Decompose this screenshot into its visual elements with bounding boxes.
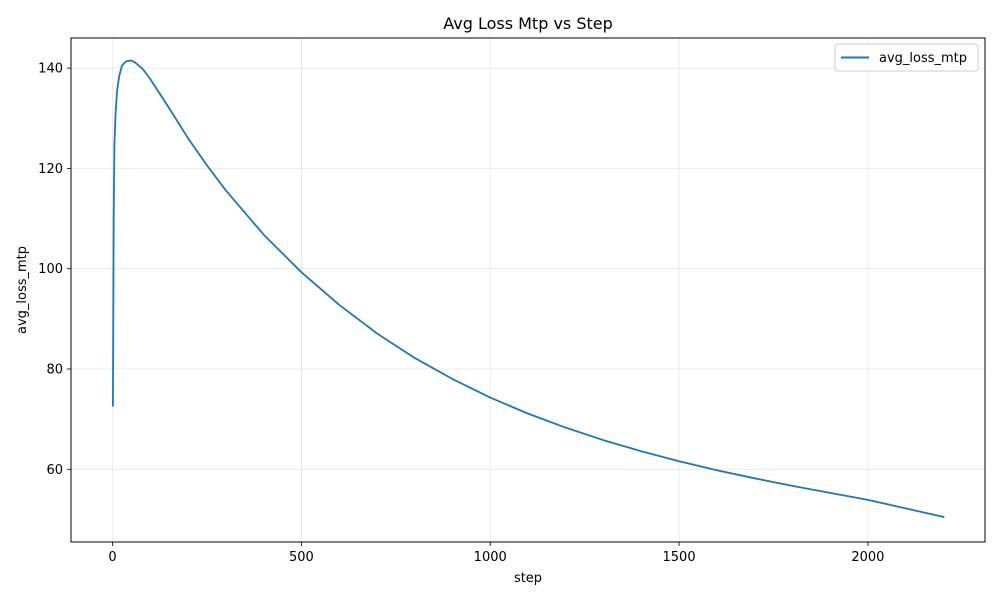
series-line-avg_loss_mtp bbox=[112, 59, 945, 519]
legend-box bbox=[834, 43, 979, 72]
legend-label: avg_loss_mtp bbox=[879, 51, 967, 66]
series-layer bbox=[112, 59, 945, 519]
x-tick-label: 2000 bbox=[851, 550, 884, 565]
grid bbox=[71, 38, 985, 542]
chart-title: Avg Loss Mtp vs Step bbox=[443, 14, 613, 33]
legend: avg_loss_mtp bbox=[834, 43, 979, 72]
x-tick-label: 0 bbox=[108, 550, 116, 565]
x-axis-label: step bbox=[514, 571, 542, 586]
y-axis-label: avg_loss_mtp bbox=[15, 246, 30, 334]
x-tick-label: 500 bbox=[289, 550, 314, 565]
y-tick-label: 60 bbox=[46, 463, 63, 478]
y-tick-label: 100 bbox=[38, 262, 63, 277]
axis-ticks: 0 500 1000 1500 2000 60 80 100 120 140 bbox=[38, 62, 884, 565]
x-tick-label: 1000 bbox=[474, 550, 507, 565]
y-tick-label: 80 bbox=[46, 362, 63, 377]
y-tick-label: 120 bbox=[38, 162, 63, 177]
y-tick-label: 140 bbox=[38, 62, 63, 77]
x-tick-label: 1500 bbox=[663, 550, 696, 565]
plot-frame bbox=[70, 37, 986, 543]
